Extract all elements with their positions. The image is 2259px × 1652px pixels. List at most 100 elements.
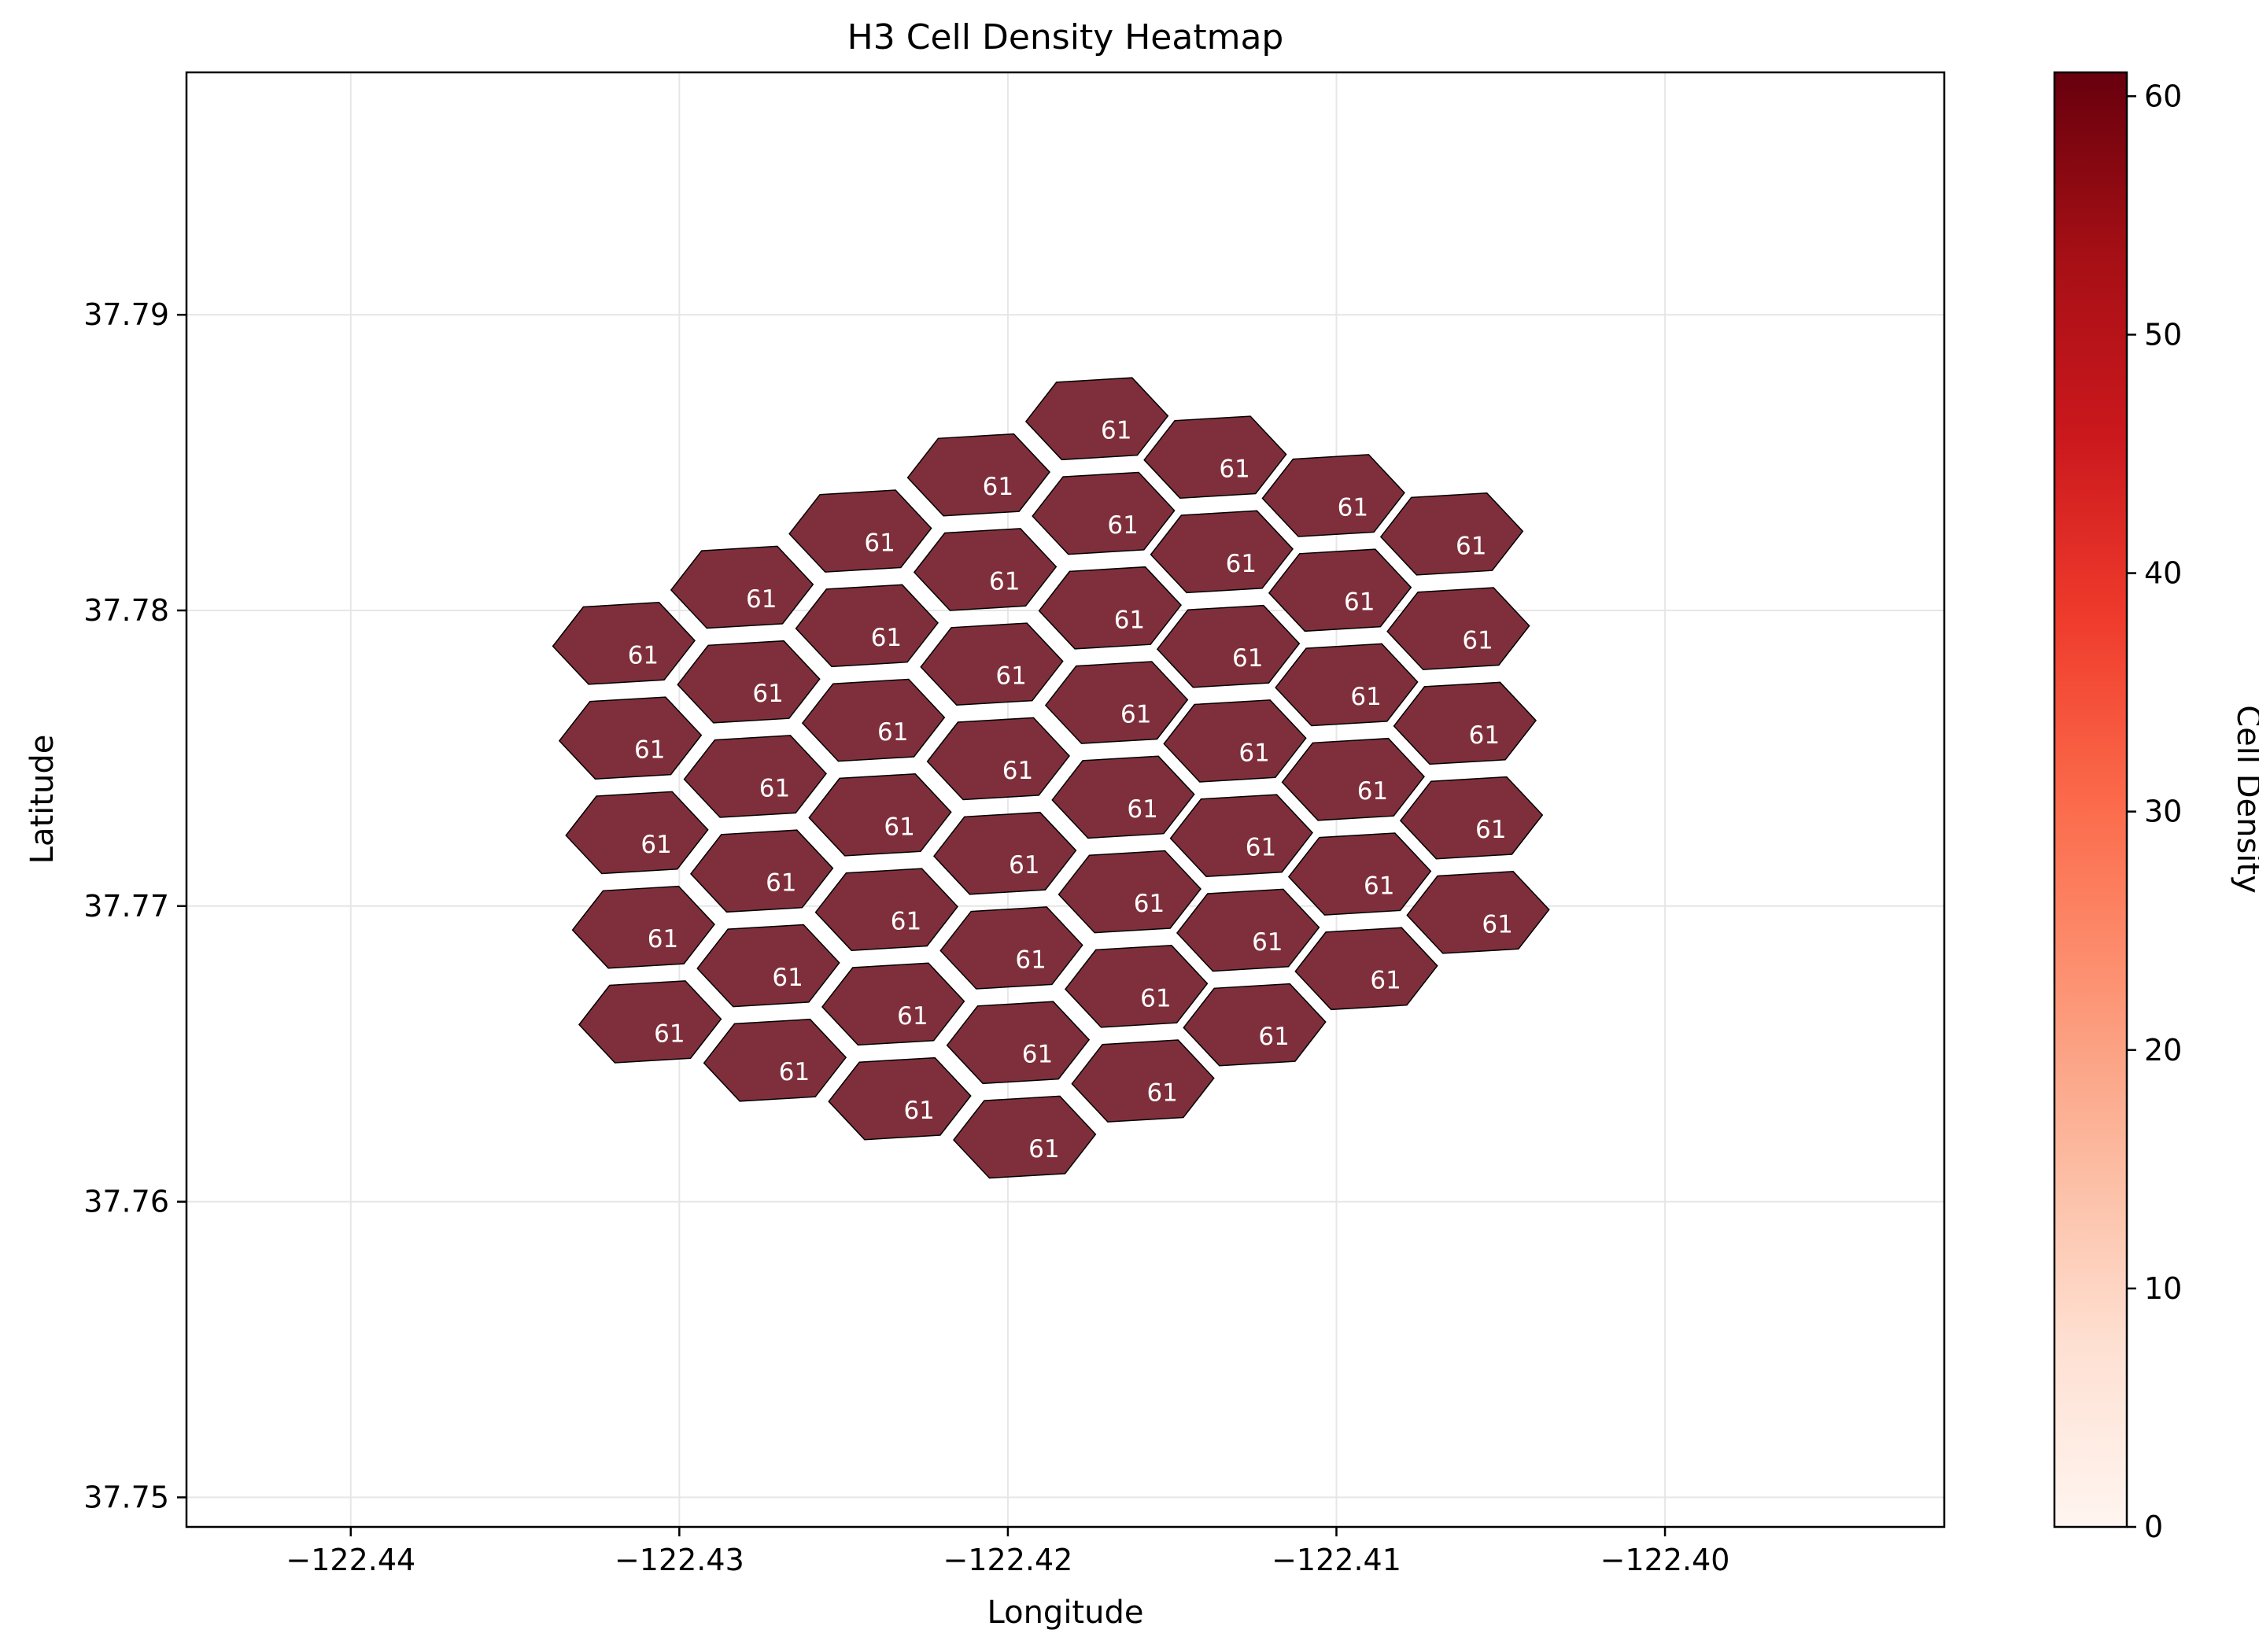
hex-cells — [552, 377, 1550, 1179]
hex-cell — [578, 980, 722, 1064]
x-tick-label: −122.43 — [615, 1543, 744, 1577]
colorbar-tick-label: 50 — [2144, 317, 2182, 352]
hex-cell — [1065, 945, 1209, 1028]
hex-cell-label: 61 — [779, 1058, 810, 1086]
hex-cell — [808, 773, 952, 857]
hex-cell — [906, 433, 1050, 517]
hex-cell-label: 61 — [1370, 967, 1401, 995]
hex-cell — [946, 1001, 1091, 1085]
hex-cell-label: 61 — [1456, 532, 1486, 560]
colorbar-label: Cell Density — [2230, 705, 2259, 894]
hex-cell-label: 61 — [903, 1097, 934, 1125]
hex-cell-label: 61 — [654, 1020, 685, 1048]
x-tick-label: −122.42 — [943, 1543, 1073, 1577]
colorbar-tick-label: 40 — [2144, 556, 2182, 591]
hex-cell — [788, 489, 932, 573]
hex-cell-label: 61 — [1226, 550, 1257, 578]
hex-cell-label: 61 — [1219, 455, 1249, 484]
hex-cell-label: 61 — [634, 736, 665, 765]
hex-cell — [677, 640, 821, 724]
hex-cell-label: 61 — [1482, 910, 1512, 938]
hex-cell-label: 61 — [640, 831, 671, 859]
hex-cell — [565, 791, 709, 875]
colorbar-frame — [2053, 71, 2128, 1528]
y-tick-label: 37.78 — [83, 593, 169, 628]
hex-cell — [1044, 661, 1189, 744]
hex-cell — [703, 1018, 847, 1102]
hex-cell-label: 61 — [1238, 739, 1269, 767]
y-tick-label: 37.76 — [83, 1185, 169, 1219]
hex-cell-label: 61 — [1350, 683, 1381, 711]
hex-cell — [1281, 737, 1425, 821]
hex-cell — [926, 717, 1070, 801]
hex-cell-label: 61 — [628, 641, 659, 669]
hex-cell-label: 61 — [877, 718, 908, 747]
hex-cell-label: 61 — [1246, 834, 1276, 862]
hex-cell — [1275, 643, 1419, 727]
hex-cell — [920, 622, 1064, 706]
hex-cell-label: 61 — [1114, 606, 1145, 634]
hex-cell-label: 61 — [766, 869, 796, 898]
colorbar-gradient — [2054, 72, 2127, 1527]
hex-cell — [1393, 681, 1537, 765]
colorbar-tick-label: 0 — [2144, 1510, 2163, 1544]
plot-area: 61 61 61 61 61 61 61 61 61 61 61 61 61 61 61 61 61 61 61 61… — [185, 71, 1946, 1528]
hex-cell-label: 61 — [1469, 721, 1500, 750]
hex-cell — [1294, 927, 1438, 1011]
hex-cell-label: 61 — [1101, 417, 1131, 445]
hex-cell — [696, 924, 840, 1008]
hex-cell-label: 61 — [891, 908, 921, 936]
hex-cell — [1024, 377, 1169, 461]
colorbar-tick-label: 20 — [2144, 1033, 2182, 1068]
hex-cell — [1038, 566, 1182, 650]
hex-cell-label: 61 — [1364, 872, 1394, 900]
hex-cell — [1176, 888, 1320, 972]
hex-cell-label: 61 — [1232, 644, 1263, 673]
hex-cell — [690, 829, 834, 913]
hex-cell-label: 61 — [1338, 493, 1368, 522]
hex-cell-label: 61 — [1107, 511, 1138, 540]
x-axis-label: Longitude — [987, 1595, 1144, 1631]
y-axis-label: Latitude — [24, 735, 61, 865]
hex-cell-label: 61 — [871, 624, 902, 652]
hex-cell — [913, 528, 1058, 611]
hex-cell-label: 61 — [1258, 1023, 1289, 1051]
colorbar-ticks: 0 10 20 30 40 50 60 — [2127, 79, 2182, 1544]
hex-cell-label: 61 — [1140, 984, 1171, 1012]
hex-cell-label: 61 — [983, 473, 1013, 501]
hex-cell-label: 61 — [648, 925, 678, 953]
hex-cell — [558, 696, 703, 780]
hex-cell — [1261, 454, 1405, 537]
hex-cell — [1379, 492, 1524, 576]
hex-cell — [1169, 794, 1313, 877]
hex-cell-label: 61 — [1127, 795, 1157, 824]
x-tick-label: −122.41 — [1272, 1543, 1401, 1577]
hex-cell-label: 61 — [1462, 627, 1493, 655]
hex-cell-label: 61 — [1002, 757, 1033, 785]
hex-cell-label: 61 — [884, 813, 914, 841]
colorbar-tick-label: 30 — [2144, 795, 2182, 829]
hex-cell-label: 61 — [772, 964, 803, 992]
hex-cell — [1268, 548, 1412, 632]
x-axis: −122.44 −122.43 −122.42 −122.41 −122.40 — [286, 1527, 1729, 1577]
hex-cell — [1156, 604, 1301, 688]
hex-cell-label: 61 — [1022, 1041, 1053, 1069]
y-axis: 37.75 37.76 37.77 37.78 37.79 — [83, 297, 186, 1514]
colorbar: 0 10 20 30 40 50 60 Cell Density — [2053, 71, 2259, 1544]
hex-cell-label: 61 — [1134, 890, 1165, 918]
hex-cell-label: 61 — [989, 567, 1020, 596]
hex-cell-label: 61 — [1252, 928, 1283, 957]
x-tick-label: −122.40 — [1600, 1543, 1730, 1577]
hex-cell-labels: 61 61 61 61 61 61 61 61 61 61 61 61 61 61 61 61 61 61 61 61… — [628, 417, 1513, 1163]
grid-lines — [186, 72, 1944, 1527]
hex-cell — [571, 885, 715, 969]
hex-cell — [1150, 510, 1294, 594]
hex-cell-label: 61 — [1009, 851, 1039, 879]
hex-cell-label: 61 — [1344, 588, 1375, 617]
hex-cell-label: 61 — [1015, 946, 1046, 974]
plot-frame — [185, 71, 1946, 1528]
hex-cell — [801, 678, 946, 762]
hex-cell — [1071, 1039, 1215, 1123]
hex-cell — [1051, 755, 1195, 839]
